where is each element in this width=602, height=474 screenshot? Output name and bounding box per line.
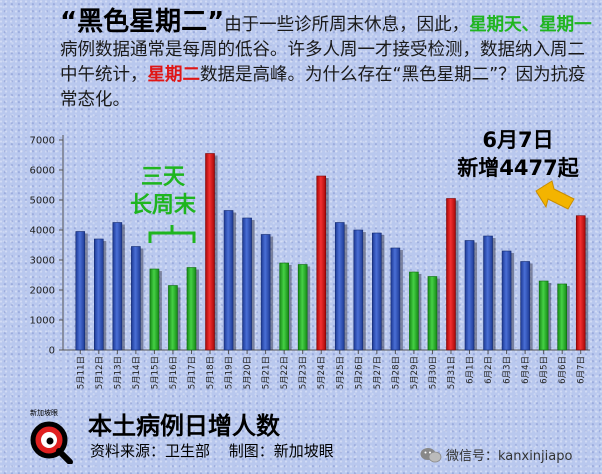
bar-tuesday: [575, 215, 586, 351]
y-tick-label: 6000: [30, 166, 55, 177]
bar-weekend: [279, 262, 289, 351]
x-tick-label: 6月3日: [503, 356, 513, 384]
x-tick-label: 5月12日: [95, 356, 105, 389]
x-tick-label: 5月26日: [354, 356, 364, 389]
intro-tuesday: 星期二: [147, 65, 201, 85]
x-tick-label: 5月31日: [447, 356, 457, 389]
latest-date-label: 6月7日: [482, 128, 553, 152]
x-tick-label: 5月30日: [428, 356, 438, 389]
headline: “黑色星期二”: [60, 7, 225, 37]
y-tick-label: 0: [49, 346, 55, 357]
intro-text-3: 数据是高峰。为什么存在“黑色星期二”？因为抗疫常态化。: [60, 65, 586, 110]
x-tick-label: 5月19日: [225, 356, 235, 389]
bar-weekday: [75, 231, 86, 351]
bar-weekday: [94, 238, 104, 351]
x-tick-label: 5月20日: [243, 356, 253, 389]
bar-weekend: [409, 271, 419, 351]
tick-labels: 0 1000 2000 3000 4000 5000 6000 7000 5月11日 5月12日 5…: [30, 136, 587, 390]
x-tick-label: 5月17日: [187, 356, 197, 389]
wechat-id: 微信号：kanxinjiapo: [420, 445, 572, 464]
y-tick-label: 7000: [30, 136, 55, 147]
bar-weekday: [390, 247, 401, 351]
bars: [75, 153, 589, 351]
x-tick-label: 5月18日: [206, 356, 216, 389]
bar-weekday: [483, 235, 493, 351]
bar-weekend: [538, 280, 549, 351]
bar-weekend: [186, 267, 197, 351]
y-tick-label: 1000: [30, 316, 55, 327]
bar-weekday: [520, 261, 530, 351]
x-tick-label: 6月5日: [540, 356, 550, 384]
source-line: 资料来源：卫生部 制图：新加坡眼: [90, 440, 348, 461]
wechat-text: 微信号：kanxinjiapo: [446, 449, 573, 464]
intro-monday: 星期一: [539, 15, 592, 35]
bar-tuesday: [446, 198, 456, 351]
logo-text: 新加坡眼: [30, 409, 58, 417]
bar-weekday: [260, 234, 271, 351]
bar-weekday: [334, 222, 345, 351]
x-tick-label: 5月14日: [132, 356, 142, 389]
bar-weekday: [501, 250, 512, 351]
bar-weekday: [242, 217, 252, 351]
bar-weekday: [112, 222, 123, 351]
bar-weekday: [372, 232, 382, 351]
intro-sunday: 星期天、: [469, 15, 540, 35]
x-tick-label: 6月7日: [577, 356, 587, 384]
y-tick-label: 2000: [30, 286, 55, 297]
x-tick-label: 5月25日: [336, 356, 346, 389]
bar-weekday: [464, 240, 475, 351]
y-tick-label: 5000: [30, 196, 55, 207]
long-weekend-label-1: 三天: [141, 165, 186, 190]
x-tick-label: 6月2日: [484, 356, 494, 384]
producer-text: 制图：新加坡眼: [228, 442, 334, 460]
y-tick-label: 4000: [30, 226, 55, 237]
x-tick-label: 5月27日: [373, 356, 383, 389]
intro-text-1: 由于一些诊所周末休息，因此，: [224, 15, 470, 35]
y-tick-label: 3000: [30, 256, 55, 267]
x-tick-label: 6月6日: [558, 356, 568, 384]
x-tick-label: 5月23日: [299, 356, 309, 389]
bar-weekend: [297, 264, 308, 351]
x-tick-label: 5月21日: [262, 356, 272, 389]
latest-count-label: 新增4477起: [457, 156, 579, 180]
long-weekend-label-2: 长周末: [130, 193, 197, 218]
bar-weekend: [168, 285, 178, 351]
intro-paragraph: “黑色星期二”由于一些诊所周末休息，因此，星期天、星期一病例数据通常是每周的低谷…: [60, 7, 600, 113]
x-tick-label: 5月15日: [150, 356, 160, 389]
bar-weekend: [427, 276, 438, 351]
magnifier-logo-icon: [30, 421, 73, 464]
x-tick-label: 5月13日: [113, 356, 123, 389]
bar-weekday: [353, 229, 364, 351]
bar-weekday: [223, 210, 234, 351]
long-weekend-bracket: [148, 225, 196, 243]
x-tick-label: 6月4日: [521, 356, 531, 384]
bar-tuesday: [316, 175, 327, 351]
arrow-icon: [535, 180, 575, 210]
x-tick-label: 5月22日: [280, 356, 290, 389]
x-tick-label: 5月11日: [76, 356, 86, 389]
x-tick-label: 5月16日: [169, 356, 179, 389]
x-tick-label: 6月1日: [466, 356, 476, 384]
bar-chart: 0 1000 2000 3000 4000 5000 6000 7000 5月11日 5月12日 5…: [30, 128, 590, 390]
x-tick-label: 5月24日: [317, 356, 327, 389]
bar-weekend: [149, 268, 160, 351]
source-text: 资料来源：卫生部: [90, 442, 211, 460]
x-tick-label: 5月29日: [410, 356, 420, 389]
wechat-icon: [420, 447, 442, 463]
x-tick-label: 5月28日: [391, 356, 401, 389]
bar-tuesday: [205, 153, 215, 351]
bar-weekday: [131, 246, 141, 351]
bar-weekend: [557, 283, 567, 351]
intro-text-2: 病例数据通常是每周的低谷。许多人周一才接受检测，数据纳入周二中午统计，: [60, 40, 585, 85]
chart-title: 本土病例日增人数: [88, 412, 280, 440]
